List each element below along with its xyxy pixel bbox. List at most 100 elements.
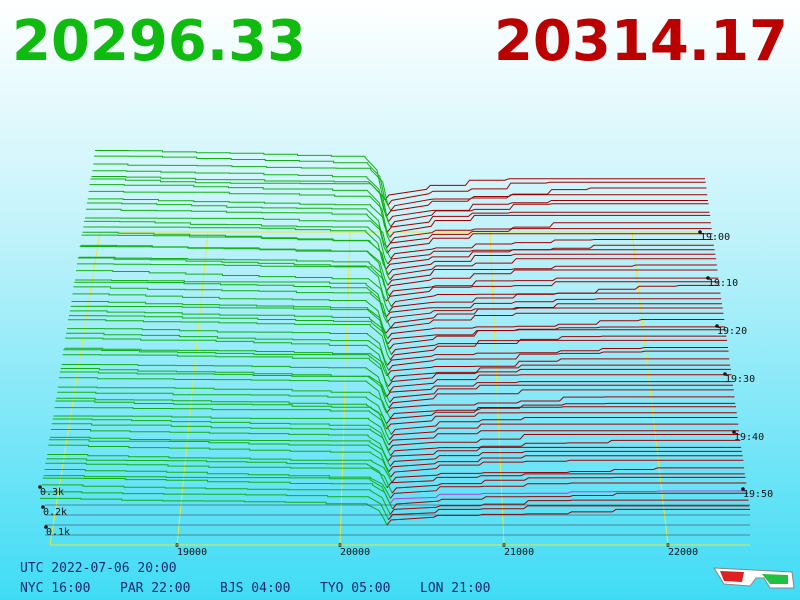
tick-dot xyxy=(715,324,719,328)
ask-depth-line xyxy=(387,446,742,462)
bid-depth-line xyxy=(49,436,391,467)
ask-depth-line xyxy=(386,228,712,249)
utc-time: UTC 2022-07-06 20:00 xyxy=(20,561,177,576)
ask-depth-line xyxy=(388,253,716,275)
bid-depth-line xyxy=(76,270,390,313)
3d-glasses-icon xyxy=(713,567,795,589)
bid-depth-line xyxy=(91,175,390,222)
ask-depth-line xyxy=(388,434,740,451)
bid-depth-line xyxy=(52,418,390,451)
bid-depth-line xyxy=(94,155,389,206)
tick-dot xyxy=(706,276,710,280)
bid-depth-line xyxy=(72,293,387,334)
bid-depth-line xyxy=(60,367,391,403)
bid-depth-line xyxy=(92,170,388,217)
bid-depth-line xyxy=(39,497,388,526)
bid-depth-line xyxy=(79,245,388,291)
ask-depth-line xyxy=(385,312,724,334)
price-label: 19000 xyxy=(177,547,207,558)
depth-label: 0.2k xyxy=(43,507,67,518)
bid-depth-line xyxy=(42,477,394,510)
bid-depth-line xyxy=(87,198,392,243)
ask-depth-line xyxy=(386,396,735,414)
bid-depth-line xyxy=(84,220,389,265)
bid-depth-line xyxy=(58,377,388,414)
ask-depth-line xyxy=(386,412,737,430)
bid-depth-line xyxy=(62,354,390,393)
ask-depth-line xyxy=(385,249,715,270)
bid-depth-line xyxy=(47,453,393,483)
tick-dot xyxy=(723,372,727,376)
ask-depth-line xyxy=(385,381,733,398)
ask-depth-line xyxy=(389,374,732,393)
ask-depth-line xyxy=(387,181,706,206)
bid-price: 20296.33 xyxy=(12,9,306,74)
timezone-label: PAR 22:00 xyxy=(120,581,190,596)
ask-depth-line xyxy=(389,450,742,467)
ask-depth-line xyxy=(391,467,745,483)
depth-label: 0.3k xyxy=(40,487,64,498)
price-grid-line xyxy=(339,231,351,546)
bid-depth-line xyxy=(67,319,391,361)
ask-depth-line xyxy=(385,298,722,318)
time-label: 19:30 xyxy=(725,374,755,385)
bid-depth-line xyxy=(51,423,392,456)
ask-depth-line xyxy=(388,430,739,446)
bid-depth-line xyxy=(74,281,388,323)
ask-depth-line xyxy=(390,203,709,227)
bid-depth-line xyxy=(45,462,393,494)
bid-depth-line xyxy=(85,208,388,254)
bid-depth-line xyxy=(94,149,386,201)
timezone-label: BJS 04:00 xyxy=(220,581,290,596)
labels: 19000 20000 21000 22000 19:00 19:10 19:20 19:30… xyxy=(38,230,773,558)
ask-depth-line xyxy=(387,347,728,366)
bid-depth-line xyxy=(63,349,389,387)
timezone-label: TYO 05:00 xyxy=(320,581,390,596)
bid-depth-line xyxy=(90,178,392,227)
ask-depth-line xyxy=(389,214,711,238)
ask-depth-line xyxy=(387,319,725,339)
ask-depth-line xyxy=(388,292,721,313)
bid-depth-line xyxy=(86,202,387,249)
ask-depth-line xyxy=(389,482,747,499)
ask-depth-line xyxy=(386,358,730,377)
ask-depth-line xyxy=(390,187,707,211)
bid-depth-line xyxy=(49,439,390,472)
timezone-label: NYC 16:00 xyxy=(20,581,90,596)
bid-depth-line xyxy=(64,347,392,382)
ask-depth-line xyxy=(386,473,745,489)
bid-depth-line xyxy=(83,226,387,270)
ask-depth-line xyxy=(390,364,731,382)
bid-depth-line xyxy=(67,328,388,366)
bid-depth-line xyxy=(76,263,392,307)
ask-depth-line xyxy=(390,439,741,457)
ask-depth-line xyxy=(389,423,739,441)
price-label: 22000 xyxy=(668,547,698,558)
bid-depth-line xyxy=(59,371,390,409)
ask-depth-line xyxy=(386,194,708,217)
bid-depth-line xyxy=(66,332,390,371)
tick-dot xyxy=(41,505,45,509)
ask-depth-line xyxy=(389,258,717,281)
ask-depth-line xyxy=(390,307,723,329)
bid-depth-line xyxy=(65,337,388,377)
bid-depth-line xyxy=(46,458,388,488)
ask-depth-line xyxy=(388,350,729,371)
bid-depth-line xyxy=(81,234,391,281)
ask-depth-line xyxy=(387,368,731,387)
ask-depth-line xyxy=(388,200,708,222)
ask-depth-line xyxy=(386,269,718,291)
price-label: 21000 xyxy=(504,547,534,558)
bid-depth-line xyxy=(57,391,387,424)
bid-depth-line xyxy=(58,386,391,419)
ask-depth-line xyxy=(390,417,738,435)
time-label: 19:10 xyxy=(708,278,738,289)
bid-depth-line xyxy=(56,397,388,430)
tick-dot xyxy=(698,230,702,234)
bid-depth-line xyxy=(73,286,392,329)
ask-depth-line xyxy=(387,211,710,233)
bid-depth-line xyxy=(50,428,389,462)
depth-layers xyxy=(39,149,750,536)
ask-depth-line xyxy=(386,508,750,526)
